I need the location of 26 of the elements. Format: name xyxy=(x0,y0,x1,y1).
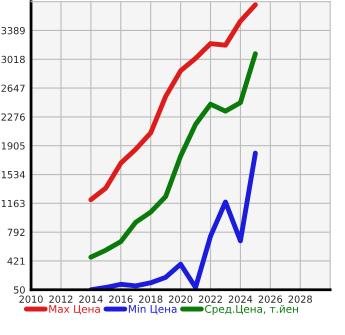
x-tick-label: 2022 xyxy=(198,296,222,303)
y-tick-label: 1905 xyxy=(2,142,25,150)
x-tick-label: 2028 xyxy=(288,296,312,303)
line-series xyxy=(88,150,258,290)
y-tick-label: 50 xyxy=(14,286,25,294)
line-series xyxy=(88,51,258,260)
y-tick-label: 3018 xyxy=(1,56,25,64)
y-tick-label: 2647 xyxy=(1,84,25,92)
y-tick-label: 1163 xyxy=(2,200,25,208)
x-tick-label: 2018 xyxy=(139,296,162,303)
y-tick-label: 3389 xyxy=(1,26,25,34)
y-tick-label: 1534 xyxy=(2,171,25,178)
y-tick-label: 792 xyxy=(8,228,25,236)
x-tick-label: 2010 xyxy=(19,296,43,303)
x-tick-label: 2014 xyxy=(79,296,103,303)
x-tick-label: 2024 xyxy=(228,296,252,303)
y-tick-label: 2276 xyxy=(1,113,25,121)
legend-label: Max Цена xyxy=(49,305,100,314)
y-tick-label: 421 xyxy=(7,257,25,265)
x-tick-label: 2016 xyxy=(109,296,133,303)
legend-label: Min Цена xyxy=(128,304,176,314)
x-tick-label: 2020 xyxy=(168,296,192,303)
legend-label: Сред.Цена, т.йен xyxy=(205,304,298,315)
line-series xyxy=(88,2,258,202)
x-tick-label: 2012 xyxy=(49,296,72,303)
x-tick-label: 2026 xyxy=(258,296,282,303)
